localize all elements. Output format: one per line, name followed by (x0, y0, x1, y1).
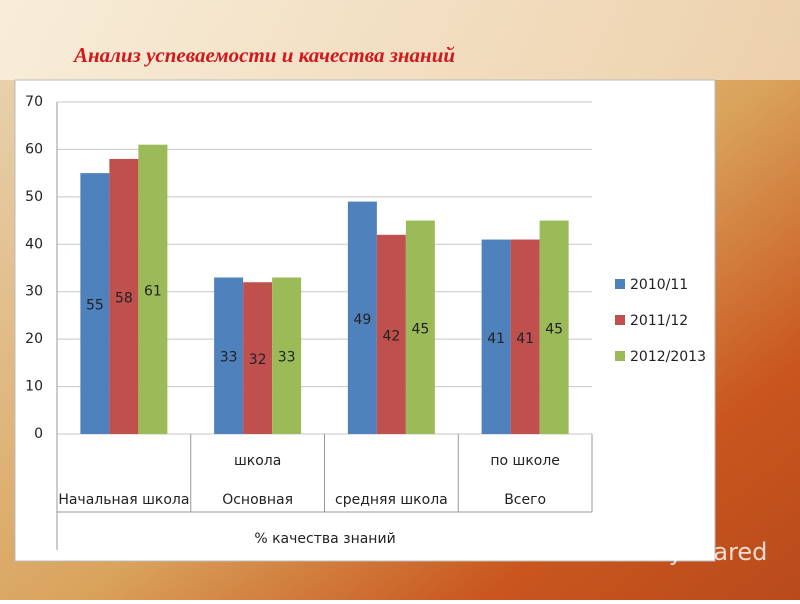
y-tick-label: 40 (25, 236, 43, 252)
bar (481, 239, 511, 434)
legend-label: 2010/11 (630, 277, 688, 293)
bar (243, 282, 273, 434)
data-label: 58 (115, 290, 133, 306)
x-tick-label: Начальная школа (58, 492, 189, 508)
x-tick-label: Всего (504, 492, 546, 508)
y-tick-label: 60 (25, 141, 43, 157)
bar (272, 277, 302, 434)
bar (510, 239, 540, 434)
data-label: 45 (411, 321, 429, 337)
y-tick-label: 10 (25, 379, 43, 395)
legend-swatch (615, 315, 625, 325)
y-tick-label: 50 (25, 189, 43, 205)
data-label: 32 (249, 352, 267, 368)
legend-label: 2011/12 (630, 313, 688, 329)
chart-title: Анализ успеваемости и качества знаний (72, 43, 455, 67)
bar (376, 234, 406, 434)
bar (539, 220, 569, 434)
bar (347, 201, 377, 434)
y-tick-label: 70 (25, 94, 43, 110)
data-label: 42 (382, 328, 400, 344)
data-label: 49 (353, 312, 371, 328)
bar (214, 277, 244, 434)
x-tick-label: средняя школа (335, 492, 448, 508)
y-tick-label: 20 (25, 331, 43, 347)
x-tick-label: по школе (490, 453, 560, 469)
legend-swatch (615, 279, 625, 289)
header-band (0, 0, 800, 80)
data-label: 33 (278, 350, 296, 366)
y-tick-label: 30 (25, 284, 43, 300)
watermark: MyShared (648, 538, 767, 566)
y-tick-label: 0 (34, 426, 43, 442)
data-label: 41 (516, 331, 534, 347)
x-tick-label: Основная (222, 492, 293, 508)
bar (109, 158, 139, 434)
data-label: 41 (487, 331, 505, 347)
bar (405, 220, 435, 434)
data-label: 55 (86, 298, 104, 314)
legend-label: 2012/2013 (630, 349, 706, 365)
bar (80, 173, 110, 434)
x-tick-label: школа (234, 453, 281, 469)
data-label: 33 (220, 350, 238, 366)
data-label: 45 (545, 321, 563, 337)
data-label: 61 (144, 283, 162, 299)
legend-swatch (615, 351, 625, 361)
bar (138, 144, 168, 434)
x-axis-label: % качества знаний (254, 531, 395, 547)
